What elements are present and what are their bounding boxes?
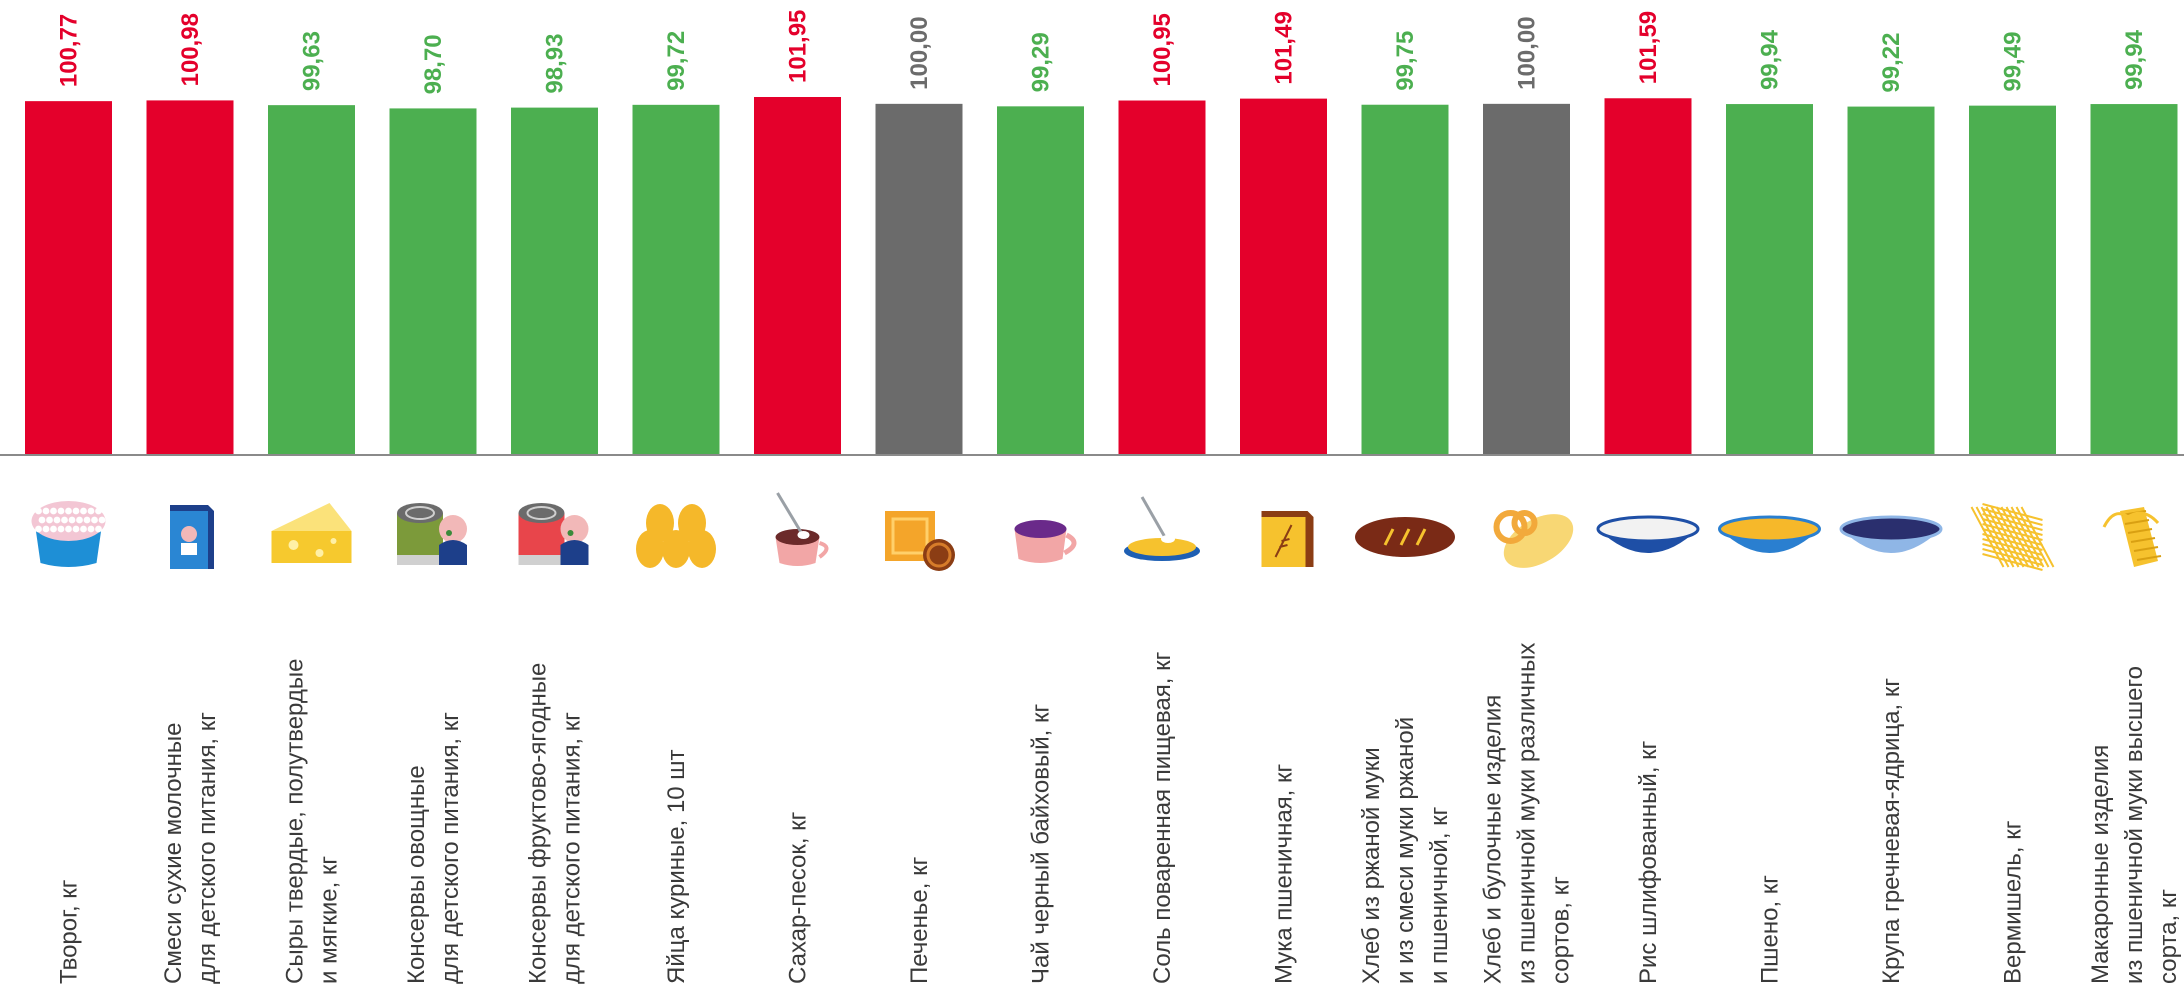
flour-bag-icon	[1261, 511, 1314, 567]
value-label: 99,49	[2000, 32, 2027, 92]
category-label: Пшено, кг	[1757, 875, 1784, 984]
category-label: и мягкие, кг	[316, 856, 343, 984]
canned-vegetables-baby-icon	[397, 503, 467, 565]
bar-3	[268, 105, 355, 456]
value-labels-layer: 100,77 100,98 99,63 98,70 98,93 99,72 101,95 10…	[56, 10, 2149, 95]
bar-17	[1969, 105, 2056, 455]
bar-2	[146, 100, 234, 455]
category-label: Сыры твердые, полутвердые	[282, 659, 309, 984]
category-label: Соль поваренная пищевая, кг	[1149, 651, 1176, 984]
category-label: Хлеб из ржаной муки	[1358, 747, 1385, 984]
bar-5	[511, 107, 598, 456]
value-label: 99,94	[2121, 29, 2148, 90]
rye-bread-icon	[1355, 517, 1455, 557]
tea-cup-icon	[1014, 520, 1077, 563]
pretzel-loaf-icon	[1493, 510, 1574, 568]
category-label: Творог, кг	[56, 879, 83, 984]
eggs-icon	[636, 504, 716, 568]
bar-6	[632, 104, 720, 456]
category-label: для детского питания, кг	[559, 712, 586, 984]
bar-18	[2090, 104, 2178, 455]
bar-16	[1847, 106, 1935, 456]
category-label: Сахар-песок, кг	[785, 811, 812, 984]
bars-layer	[25, 97, 2178, 456]
bar-12	[1361, 104, 1449, 456]
bar-7	[754, 97, 841, 455]
category-label: Рис шлифованный, кг	[1635, 740, 1662, 984]
cottage-cheese-icon	[31, 501, 106, 567]
baby-formula-box-icon	[170, 505, 214, 569]
sugar-cup-icon	[775, 492, 829, 566]
category-label: для детского питания, кг	[437, 712, 464, 984]
value-label: 100,77	[56, 14, 83, 87]
value-label: 100,98	[177, 13, 204, 86]
cookie-icon	[885, 511, 955, 571]
value-label: 98,70	[420, 34, 447, 94]
value-label: 101,95	[785, 10, 812, 83]
category-label: Смеси сухие молочные	[160, 723, 187, 984]
value-label: 101,49	[1271, 11, 1298, 84]
canned-fruit-baby-icon	[518, 503, 589, 565]
category-label: Чай черный байховый, кг	[1028, 704, 1055, 984]
value-label: 99,75	[1392, 31, 1419, 91]
icons-layer	[31, 492, 2162, 571]
buckwheat-bowl-icon	[1839, 515, 1943, 553]
category-label: из пшеничной муки различных	[1514, 643, 1541, 984]
category-label: Крупа гречневая-ядрица, кг	[1878, 678, 1905, 984]
category-label: и из смеси муки ржаной	[1392, 717, 1419, 984]
category-labels-layer: Творог, кг Смеси сухие молочные для детско…	[56, 643, 2183, 984]
value-label: 100,95	[1149, 13, 1176, 86]
category-label: Печенье, кг	[906, 856, 933, 984]
category-label: Вермишель, кг	[2000, 820, 2027, 984]
value-label: 99,63	[299, 31, 326, 91]
category-label: Консервы фруктово-ягодные	[525, 663, 552, 984]
value-label: 101,59	[1635, 11, 1662, 84]
category-label: Консервы овощные	[403, 765, 430, 984]
millet-bowl-icon	[1718, 515, 1821, 553]
bar-1	[25, 101, 112, 455]
category-label: сорта, кг	[2155, 889, 2182, 984]
value-label: 98,93	[542, 34, 569, 94]
bar-13	[1483, 103, 1570, 455]
bar-15	[1726, 104, 1813, 455]
bar-14	[1604, 98, 1692, 455]
cheese-wedge-icon	[271, 503, 352, 563]
pasta-icon	[2102, 507, 2162, 567]
category-label: и пшеничной, кг	[1426, 806, 1453, 984]
value-label: 99,22	[1878, 33, 1905, 93]
category-label: из пшеничной муки высшего	[2121, 666, 2148, 984]
salt-soup-icon	[1124, 496, 1200, 561]
category-label: для детского питания, кг	[194, 712, 221, 984]
category-label: Макаронные изделия	[2087, 745, 2114, 984]
category-label: Хлеб и булочные изделия	[1480, 695, 1507, 984]
value-label: 100,00	[1514, 16, 1541, 89]
category-label: Яйца куриные, 10 шт	[663, 749, 690, 984]
category-label: сортов, кг	[1548, 876, 1575, 984]
bar-10	[1118, 100, 1206, 455]
bar-9	[997, 106, 1084, 455]
bar-8	[875, 103, 963, 455]
value-label: 99,29	[1028, 32, 1055, 92]
bar-4	[389, 108, 477, 455]
vermicelli-icon	[1970, 503, 2055, 571]
rice-bowl-icon	[1596, 515, 1700, 553]
value-label: 99,94	[1757, 29, 1784, 90]
bar-11	[1240, 98, 1327, 456]
category-label: Мука пшеничная, кг	[1271, 764, 1298, 985]
value-label: 100,00	[906, 16, 933, 89]
value-label: 99,72	[663, 31, 690, 91]
